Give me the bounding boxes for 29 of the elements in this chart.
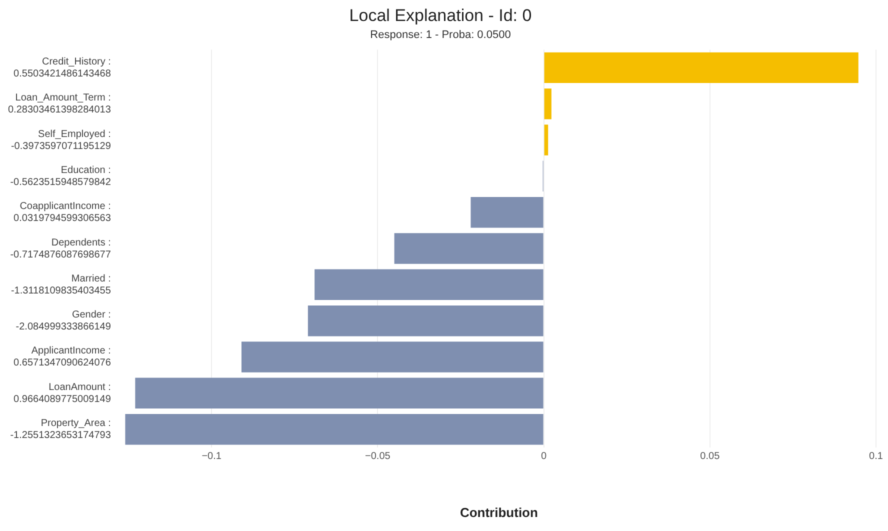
x-tick-label: 0: [541, 451, 548, 462]
y-tick-label: Credit_History : 0.5503421486143468: [14, 56, 112, 80]
bar: [125, 414, 544, 445]
x-axis-title: Contribution: [460, 504, 538, 520]
chart-title: Local Explanation - Id: 0: [349, 6, 532, 25]
bar: [135, 378, 544, 409]
y-tick-label: Dependents : -0.7174876087698677: [10, 237, 112, 260]
y-tick-label: Self_Employed : -0.3973597071195129: [10, 128, 112, 152]
bar: [544, 124, 548, 156]
y-tick-label: CoapplicantIncome : 0.0319794599306563: [14, 201, 112, 224]
bar: [308, 305, 544, 336]
y-tick-label: Gender : -2.084999333866149: [16, 310, 112, 333]
y-tick-label: Loan_Amount_Term : 0.28303461398284013: [8, 92, 112, 116]
bar: [314, 269, 544, 300]
bar: [544, 88, 552, 120]
y-tick-label: Education : -0.5623515948579842: [10, 164, 112, 188]
bar: [544, 52, 858, 84]
bar: [394, 233, 544, 264]
x-tick-label: −0.1: [202, 451, 222, 462]
bar: [470, 196, 544, 228]
y-tick-label: LoanAmount : 0.9664089775009149: [14, 382, 112, 405]
y-tick-label: Married : -1.3118109835403455: [10, 273, 112, 296]
y-tick-label: ApplicantIncome : 0.6571347090624076: [14, 346, 112, 369]
chart-subtitle: Response: 1 - Proba: 0.0500: [370, 29, 511, 42]
x-tick-label: −0.05: [365, 451, 391, 462]
bar: [241, 342, 544, 372]
x-tick-label: 0.1: [869, 451, 884, 462]
x-tick-label: 0.05: [700, 451, 720, 462]
y-tick-label: Property_Area : -1.2551323653174793: [10, 418, 112, 442]
